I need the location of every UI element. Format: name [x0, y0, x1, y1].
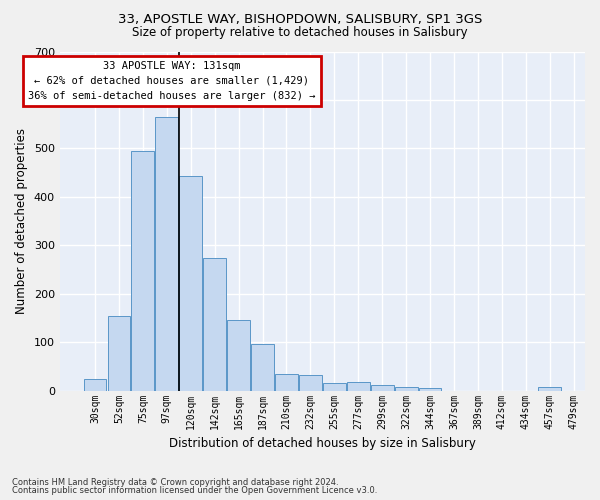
Bar: [179, 176, 202, 390]
X-axis label: Distribution of detached houses by size in Salisbury: Distribution of detached houses by size …: [169, 437, 476, 450]
Bar: [227, 320, 250, 390]
Bar: [395, 387, 418, 390]
Text: 33 APOSTLE WAY: 131sqm
← 62% of detached houses are smaller (1,429)
36% of semi-: 33 APOSTLE WAY: 131sqm ← 62% of detached…: [28, 61, 316, 101]
Text: Contains HM Land Registry data © Crown copyright and database right 2024.: Contains HM Land Registry data © Crown c…: [12, 478, 338, 487]
Bar: [275, 374, 298, 390]
Bar: [107, 316, 130, 390]
Bar: [538, 387, 561, 390]
Text: 33, APOSTLE WAY, BISHOPDOWN, SALISBURY, SP1 3GS: 33, APOSTLE WAY, BISHOPDOWN, SALISBURY, …: [118, 12, 482, 26]
Bar: [251, 344, 274, 390]
Bar: [131, 151, 154, 390]
Y-axis label: Number of detached properties: Number of detached properties: [15, 128, 28, 314]
Bar: [419, 388, 442, 390]
Bar: [155, 117, 178, 390]
Bar: [203, 258, 226, 390]
Bar: [347, 382, 370, 390]
Bar: [371, 385, 394, 390]
Bar: [323, 384, 346, 390]
Bar: [83, 378, 106, 390]
Bar: [299, 375, 322, 390]
Text: Contains public sector information licensed under the Open Government Licence v3: Contains public sector information licen…: [12, 486, 377, 495]
Text: Size of property relative to detached houses in Salisbury: Size of property relative to detached ho…: [132, 26, 468, 39]
